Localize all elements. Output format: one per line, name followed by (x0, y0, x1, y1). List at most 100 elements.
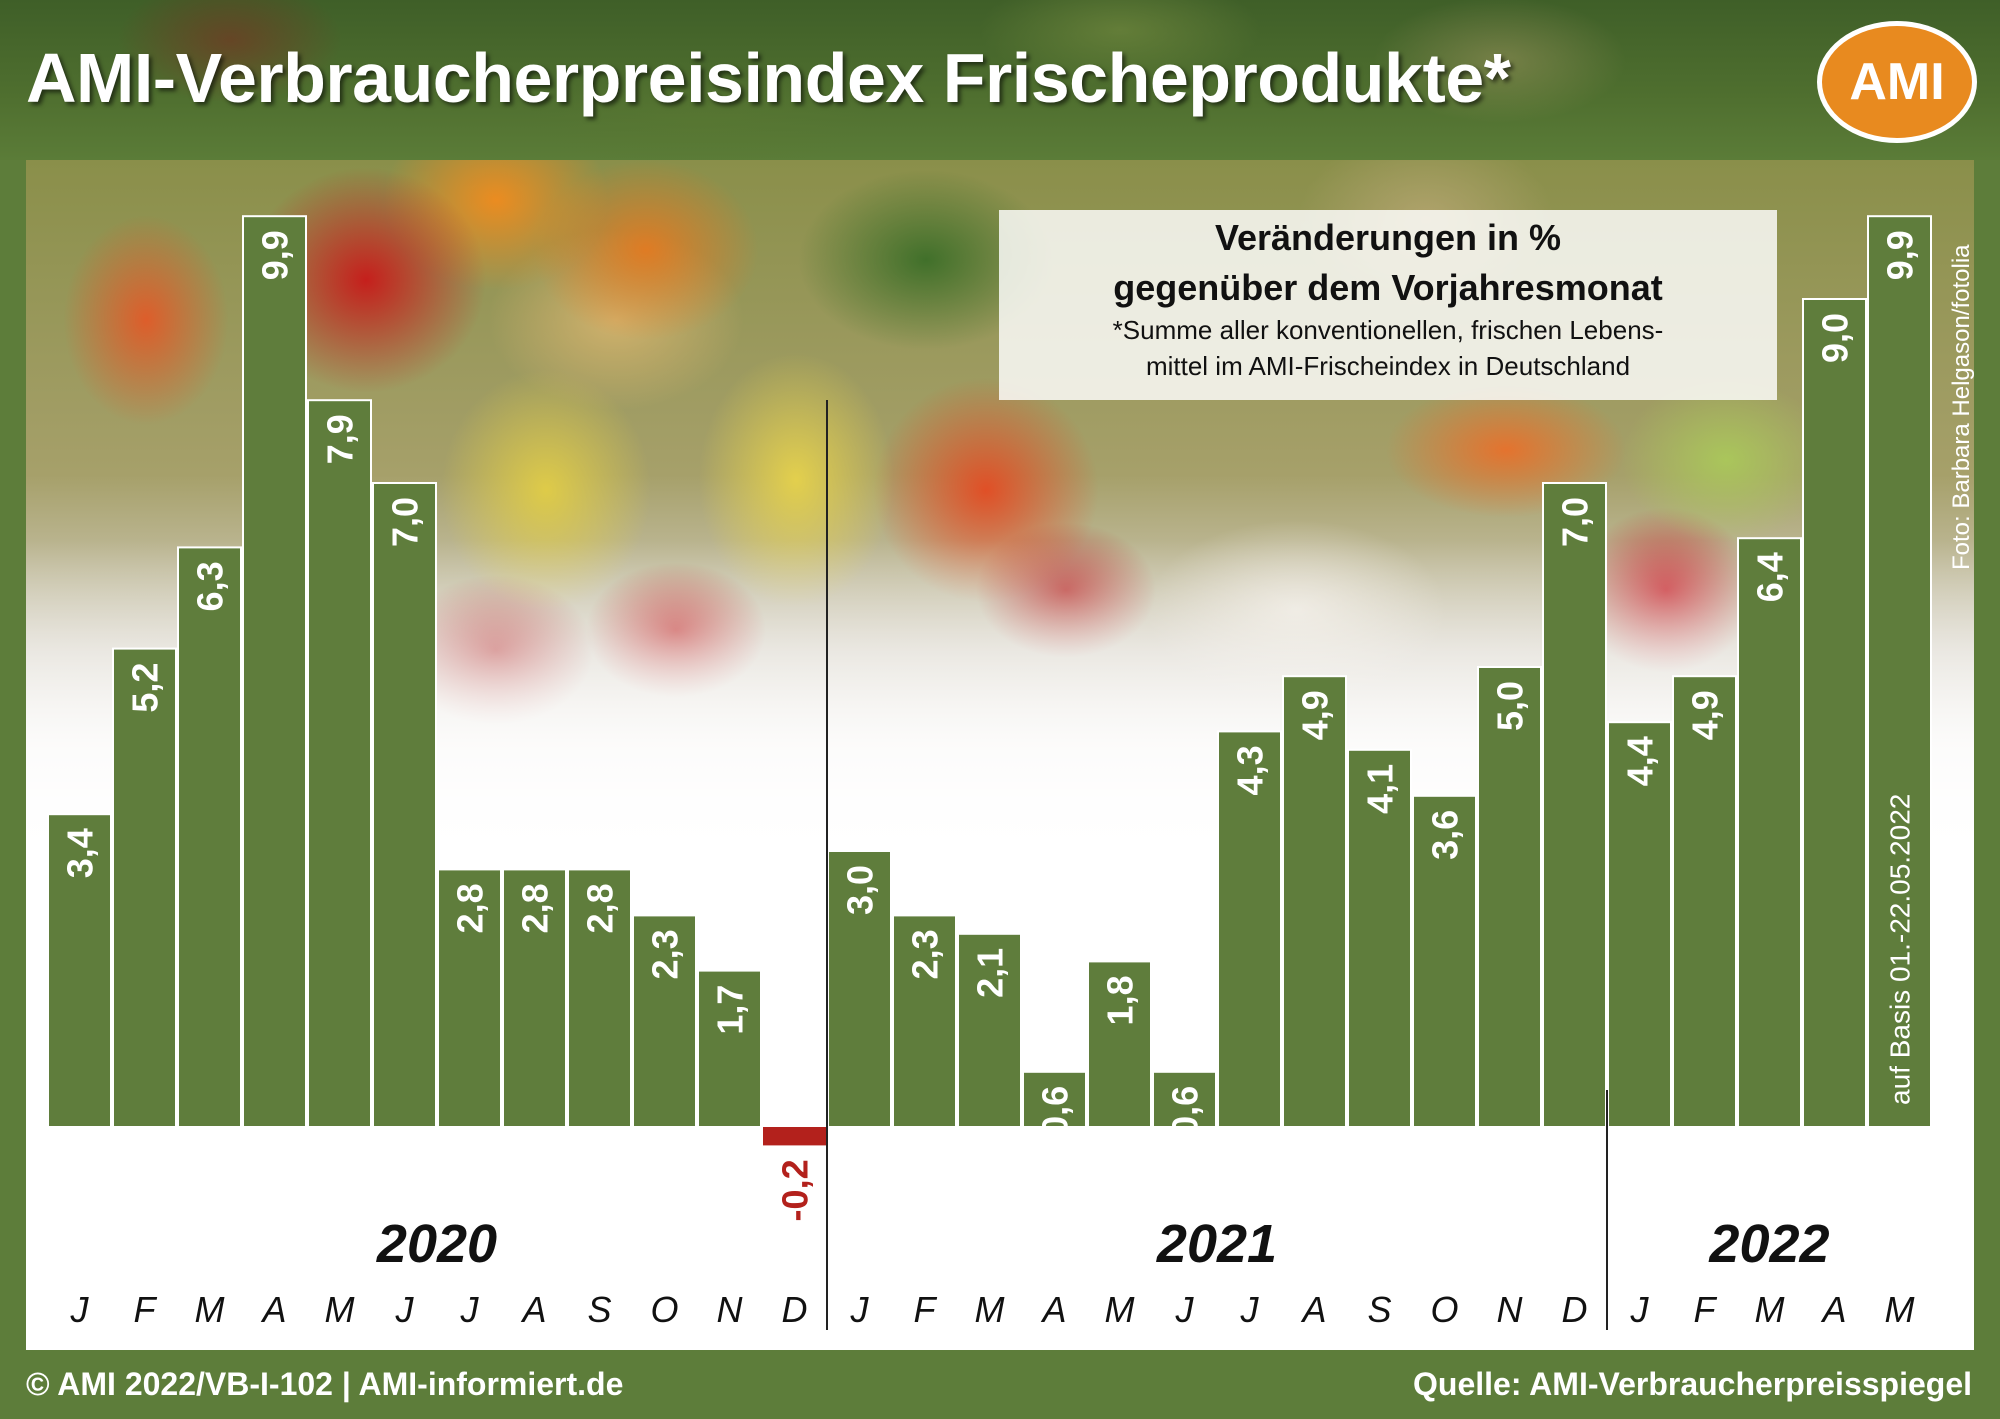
bar (1152, 1070, 1217, 1128)
footnote-line2: mittel im AMI-Frischeindex in Deutschlan… (1145, 351, 1631, 381)
month-tick-label: D (782, 1289, 808, 1330)
month-tick-label: A (1820, 1289, 1846, 1330)
subtitle-line1: Veränderungen in % (1214, 217, 1562, 258)
year-label: 2020 (376, 1214, 497, 1274)
bar (1022, 1070, 1087, 1128)
bar (957, 932, 1022, 1128)
bar (47, 813, 112, 1128)
bar (502, 868, 567, 1129)
year-label: 2021 (1156, 1214, 1277, 1274)
bar-chart: 3,4 J 5,2 F 6,3 M 9,9 A 7,9 M 7,0 J 2,8 J 2,8 A 2,8 S 2,3 O… (47, 215, 1932, 1330)
month-tick-label: N (1497, 1289, 1524, 1330)
month-tick-label: O (650, 1289, 678, 1330)
bar-value-label: 9,9 (255, 230, 296, 280)
bar-value-label: 0,6 (1165, 1086, 1206, 1136)
bar-value-label: 2,3 (905, 929, 946, 979)
month-tick-label: A (1040, 1289, 1066, 1330)
bar-value-label: 2,8 (450, 883, 491, 933)
bar (1542, 482, 1607, 1128)
month-tick-label: A (520, 1289, 546, 1330)
month-tick-label: M (325, 1289, 355, 1330)
bar (892, 914, 957, 1129)
month-tick-label: J (1240, 1289, 1260, 1330)
bar-value-label: 5,2 (125, 663, 166, 713)
bar (372, 482, 437, 1128)
basis-note: auf Basis 01.-22.05.2022 (1885, 794, 1916, 1105)
bar (1412, 794, 1477, 1128)
bar-value-label: 4,4 (1620, 736, 1661, 786)
month-tick-label: M (1105, 1289, 1135, 1330)
footer-source: Quelle: AMI-Verbraucherpreisspiegel (1413, 1366, 1972, 1402)
photo-credit: Foto: Barbara Helgason/fotolia (1948, 244, 1974, 570)
month-tick-label: J (395, 1289, 415, 1330)
bar-value-label: 0,6 (1035, 1086, 1076, 1136)
month-tick-label: M (1755, 1289, 1785, 1330)
bar-value-label: 9,9 (1880, 230, 1921, 280)
chart-title: AMI-Verbraucherpreisindex Frischeprodukt… (26, 39, 1511, 117)
bar-value-label-negative: -0,2 (775, 1159, 816, 1221)
bar-value-label: 6,3 (190, 561, 231, 611)
bar-value-label: 4,9 (1295, 690, 1336, 740)
bar (112, 647, 177, 1128)
bar-value-label: 7,9 (320, 414, 361, 464)
bar-value-label: 4,9 (1685, 690, 1726, 740)
bar (1477, 666, 1542, 1128)
month-tick-label: J (850, 1289, 870, 1330)
bar (1672, 675, 1737, 1128)
bar (242, 215, 307, 1128)
bar-value-label: 2,8 (580, 883, 621, 933)
month-tick-label: J (1630, 1289, 1650, 1330)
bar (1737, 537, 1802, 1128)
month-tick-label: A (260, 1289, 286, 1330)
month-tick-label: J (70, 1289, 90, 1330)
month-tick-label: M (1885, 1289, 1915, 1330)
month-tick-label: J (460, 1289, 480, 1330)
month-tick-label: S (587, 1289, 611, 1330)
ami-logo: AMI (1822, 26, 1972, 138)
month-tick-label: M (975, 1289, 1005, 1330)
bar-value-label: 3,0 (840, 865, 881, 915)
subtitle-box: Veränderungen in % gegenüber dem Vorjahr… (999, 210, 1777, 400)
bar (567, 868, 632, 1129)
bar (1087, 960, 1152, 1129)
bar (697, 969, 762, 1128)
bar (1217, 730, 1282, 1129)
bar (177, 546, 242, 1128)
chart-panel: Veränderungen in % gegenüber dem Vorjahr… (26, 160, 1974, 1350)
bar (827, 850, 892, 1128)
bar-value-label: 2,3 (645, 929, 686, 979)
bar (1802, 298, 1867, 1128)
month-tick-label: O (1430, 1289, 1458, 1330)
month-tick-label: F (134, 1289, 158, 1330)
month-tick-label: D (1562, 1289, 1588, 1330)
bar-value-label: 1,8 (1100, 975, 1141, 1025)
bar (1607, 721, 1672, 1128)
bar (1867, 215, 1932, 1128)
bar (1282, 675, 1347, 1128)
month-tick-label: S (1367, 1289, 1391, 1330)
bar-value-label: 9,0 (1815, 313, 1856, 363)
bar-value-label: 1,7 (710, 985, 751, 1035)
bar-value-label: 7,0 (385, 497, 426, 547)
bar (307, 399, 372, 1128)
bar-value-label: 3,6 (1425, 810, 1466, 860)
subtitle-line2: gegenüber dem Vorjahresmonat (1113, 267, 1663, 308)
bar-value-label: 3,4 (60, 828, 101, 878)
month-tick-label: F (1694, 1289, 1718, 1330)
bar-value-label: 2,1 (970, 948, 1011, 998)
month-tick-label: N (717, 1289, 744, 1330)
bar-value-label: 6,4 (1750, 552, 1791, 602)
footer-copyright: © AMI 2022/VB-I-102 | AMI-informiert.de (26, 1366, 624, 1402)
bar (1347, 748, 1412, 1128)
header-photo-strip (0, 0, 2000, 160)
bar-value-label: 5,0 (1490, 681, 1531, 731)
bar (632, 914, 697, 1129)
month-tick-label: F (914, 1289, 938, 1330)
footnote-line1: *Summe aller konventionellen, frischen L… (1112, 315, 1664, 345)
bar-value-label: 7,0 (1555, 497, 1596, 547)
bar-value-label: 4,3 (1230, 745, 1271, 795)
month-tick-label: A (1300, 1289, 1326, 1330)
bar (437, 868, 502, 1129)
month-tick-label: M (195, 1289, 225, 1330)
